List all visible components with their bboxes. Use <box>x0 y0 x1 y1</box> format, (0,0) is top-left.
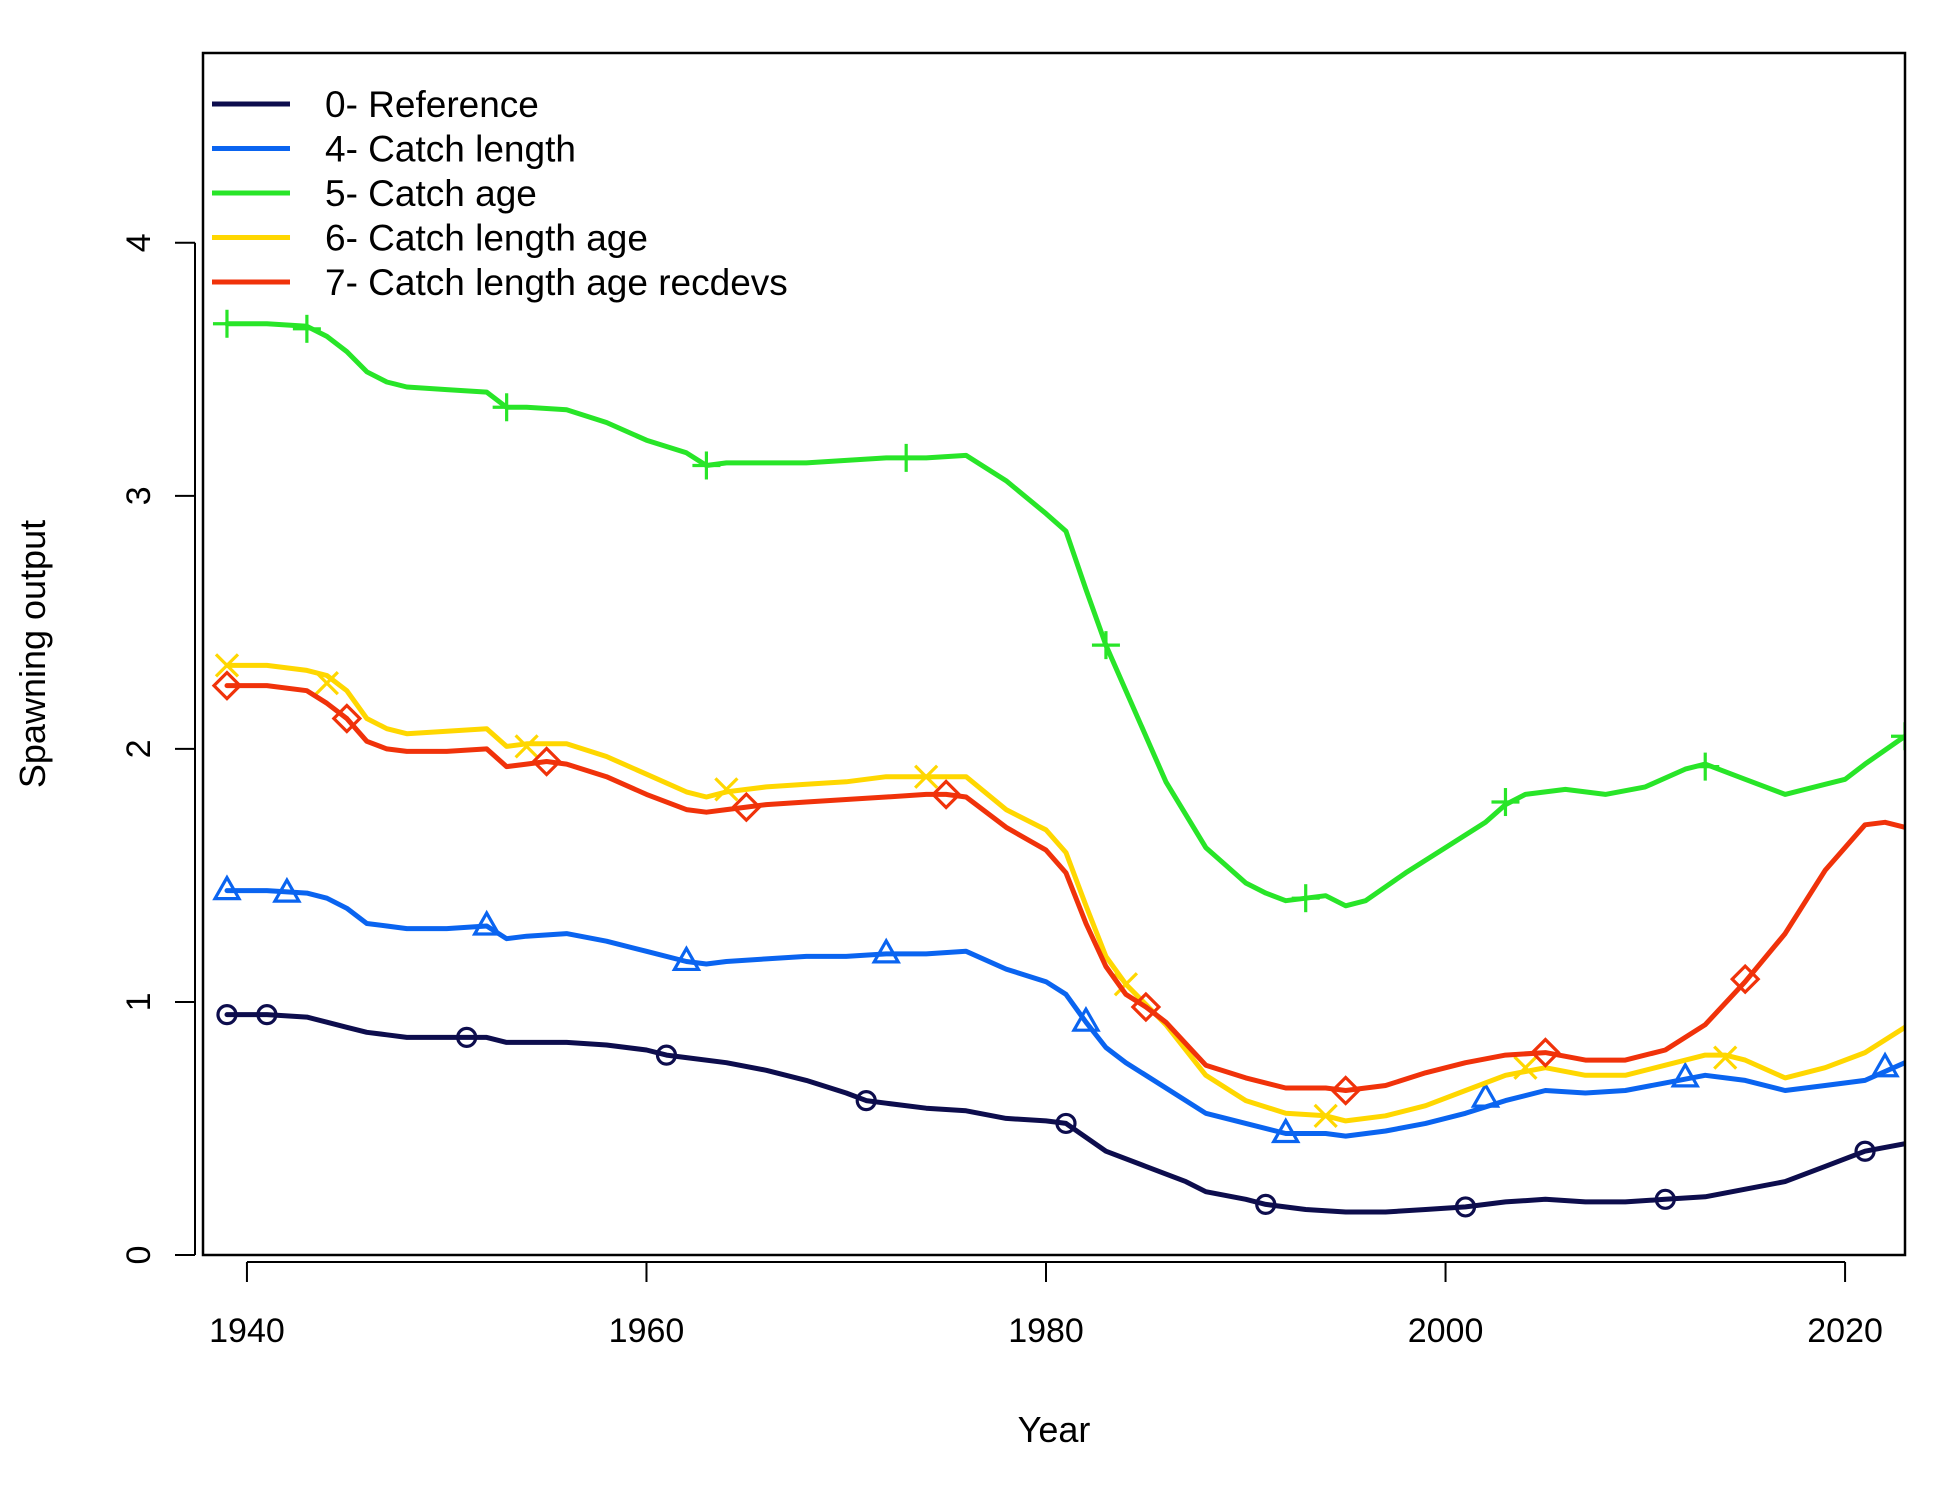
legend-item: 7- Catch length age recdevs <box>212 262 788 303</box>
series-point <box>1255 1193 1277 1215</box>
series-1 <box>212 874 1905 1144</box>
series-lines-group <box>211 309 1905 1218</box>
series-point <box>1055 1112 1077 1135</box>
legend-label: 4- Catch length <box>325 129 576 170</box>
y-axis-title: Spawning output <box>12 520 53 788</box>
series-point <box>1113 972 1139 997</box>
series-point <box>1091 631 1120 660</box>
legend-label: 5- Catch age <box>325 173 537 214</box>
series-point <box>1491 788 1520 817</box>
series-point <box>531 746 562 777</box>
series-point <box>1530 1037 1561 1068</box>
series-point <box>314 670 339 696</box>
y-axis: 0 1 2 3 4 <box>120 233 196 1265</box>
series-point <box>1454 1196 1477 1218</box>
legend-label: 6- Catch length age <box>325 218 648 259</box>
series-point <box>492 393 521 422</box>
series-point <box>331 703 363 734</box>
series-point <box>855 1090 877 1112</box>
series-point <box>1313 1103 1338 1128</box>
series-point <box>216 1003 238 1026</box>
legend-label: 7- Catch length age recdevs <box>325 262 788 303</box>
series-0 <box>216 1003 1905 1218</box>
series-point <box>212 309 241 338</box>
y-tick-label: 4 <box>120 233 158 252</box>
series-point <box>1854 1140 1876 1162</box>
series-point <box>456 1026 478 1048</box>
x-tick-label: 1940 <box>209 1312 285 1350</box>
x-tick-label: 1960 <box>609 1312 685 1350</box>
x-axis: 1940 1960 1980 2000 2020 <box>209 1261 1883 1350</box>
legend-label: 0- Reference <box>325 84 539 125</box>
plot-frame <box>201 51 1907 1257</box>
series-line <box>224 1012 1905 1215</box>
series-point <box>692 451 721 480</box>
series-point <box>272 876 302 903</box>
series-point <box>1670 1061 1701 1088</box>
series-point <box>892 443 921 472</box>
series-point <box>1130 991 1162 1023</box>
series-point <box>212 874 242 901</box>
x-tick-label: 2020 <box>1807 1312 1883 1350</box>
series-point <box>1270 1117 1301 1144</box>
series-point <box>714 777 739 802</box>
legend-item: 0- Reference <box>212 84 539 125</box>
series-point <box>214 653 240 678</box>
series-point <box>1691 752 1720 781</box>
x-axis-title: Year <box>1018 1409 1091 1450</box>
series-point <box>871 937 901 964</box>
series-point <box>1513 1055 1538 1080</box>
series-point <box>1071 1005 1101 1032</box>
series-line <box>224 662 1905 1124</box>
series-point <box>930 779 962 810</box>
series-point <box>655 1044 678 1066</box>
legend-item: 6- Catch length age <box>212 218 648 259</box>
legend-item: 4- Catch length <box>212 129 576 170</box>
series-line <box>224 683 1905 1093</box>
series-point <box>914 764 939 789</box>
y-tick-label: 0 <box>120 1246 158 1265</box>
y-tick-label: 2 <box>120 739 158 758</box>
y-tick-label: 1 <box>120 992 158 1011</box>
series-point <box>1729 963 1761 995</box>
series-line <box>224 888 1905 1139</box>
series-point <box>1713 1045 1738 1070</box>
legend-item: 5- Catch age <box>212 173 537 214</box>
series-point <box>471 909 502 936</box>
series-point <box>1891 722 1905 751</box>
series-point <box>1470 1081 1501 1108</box>
series-point <box>731 791 762 823</box>
series-3 <box>214 653 1905 1128</box>
series-2 <box>212 309 1905 913</box>
series-point <box>514 734 539 759</box>
series-point <box>292 314 321 343</box>
series-point <box>1870 1051 1900 1078</box>
series-point <box>1330 1075 1361 1106</box>
series-line <box>224 321 1905 909</box>
x-tick-label: 1980 <box>1008 1312 1084 1350</box>
x-tick-label: 2000 <box>1408 1312 1484 1350</box>
series-point <box>256 1003 278 1026</box>
series-point <box>1291 884 1320 913</box>
series-point <box>671 945 702 972</box>
series-point <box>211 670 243 701</box>
series-4 <box>211 670 1905 1106</box>
y-tick-label: 3 <box>120 486 158 505</box>
series-point <box>1654 1188 1676 1210</box>
